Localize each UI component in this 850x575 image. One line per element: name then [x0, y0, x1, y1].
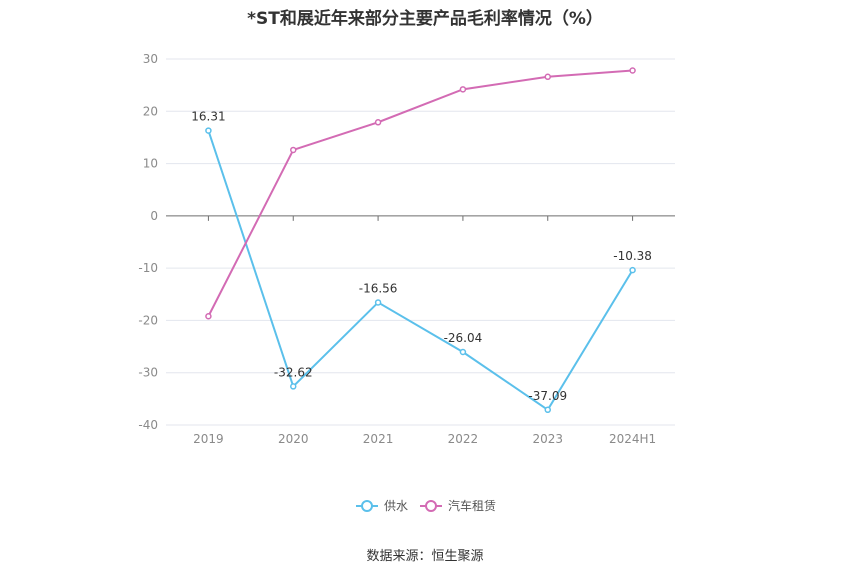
y-tick-label: 10 — [143, 157, 158, 171]
data-label: 16.31 — [191, 110, 225, 124]
y-tick-label: 0 — [150, 209, 158, 223]
y-tick-label: 20 — [143, 104, 158, 118]
legend-swatch-marker — [361, 500, 373, 512]
y-tick-label: -40 — [138, 418, 158, 432]
y-tick-label: -10 — [138, 261, 158, 275]
data-point — [205, 312, 212, 320]
y-tick-label: -20 — [138, 313, 158, 327]
x-axis: 2019 2020 2021 2022 2023 2024H1 — [166, 215, 675, 446]
data-point — [459, 348, 467, 356]
x-tick-label: 2020 — [278, 432, 309, 446]
x-tick-label: 2022 — [448, 432, 479, 446]
data-point — [205, 127, 212, 134]
data-labels: 16.31 -32.62 -16.56 -26.04 -37.09 -10.38 — [191, 110, 652, 403]
data-point — [629, 67, 636, 74]
x-tick-label: 2019 — [193, 432, 224, 446]
data-point — [290, 146, 297, 154]
grid-lines — [166, 58, 675, 426]
data-point — [374, 119, 382, 126]
x-tick-label: 2021 — [363, 432, 394, 446]
legend: 供水 汽车租赁 — [356, 498, 496, 513]
series-line-2 — [207, 69, 633, 317]
data-label: -16.56 — [359, 281, 398, 295]
y-tick-label: -30 — [138, 366, 158, 380]
legend-label: 供水 — [384, 499, 408, 513]
data-point — [544, 406, 551, 414]
x-tick-label: 2024H1 — [609, 432, 656, 446]
series-line-1 — [207, 130, 634, 412]
data-label: -26.04 — [444, 331, 483, 345]
data-point — [374, 299, 382, 306]
x-tick-label: 2023 — [532, 432, 563, 446]
legend-label: 汽车租赁 — [448, 498, 496, 513]
data-point — [544, 73, 551, 81]
chart-title: *ST和展近年来部分主要产品毛利率情况（%） — [247, 9, 603, 29]
series-layer — [205, 67, 636, 414]
data-point — [629, 266, 636, 274]
data-label: -37.09 — [528, 389, 567, 403]
data-point — [459, 86, 467, 93]
source-note: 数据来源：恒生聚源 — [366, 549, 484, 564]
data-point — [290, 383, 297, 390]
y-axis-ticks: 30 20 10 0 -10 -20 -30 -40 — [138, 52, 158, 432]
y-tick-label: 30 — [143, 52, 158, 66]
data-label: -32.62 — [274, 365, 313, 379]
legend-swatch-marker — [425, 500, 437, 512]
data-label: -10.38 — [613, 249, 652, 263]
